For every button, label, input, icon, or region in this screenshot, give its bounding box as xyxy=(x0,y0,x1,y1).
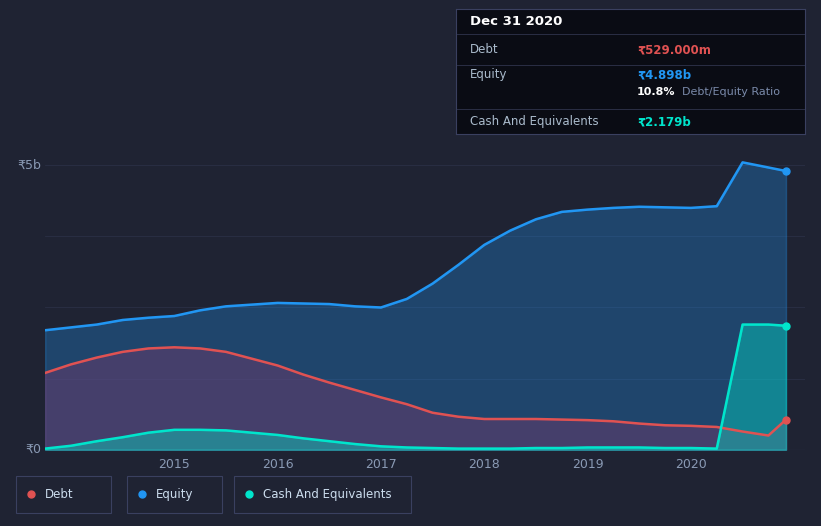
Text: Debt: Debt xyxy=(470,43,498,56)
Text: Cash And Equivalents: Cash And Equivalents xyxy=(470,115,599,128)
Text: ₹2.179b: ₹2.179b xyxy=(637,115,690,128)
Text: Cash And Equivalents: Cash And Equivalents xyxy=(263,488,392,501)
Text: Debt/Equity Ratio: Debt/Equity Ratio xyxy=(682,87,781,97)
Text: ₹0: ₹0 xyxy=(25,443,41,456)
Text: ₹4.898b: ₹4.898b xyxy=(637,68,691,81)
Text: Dec 31 2020: Dec 31 2020 xyxy=(470,15,562,28)
Text: Equity: Equity xyxy=(156,488,194,501)
Text: Debt: Debt xyxy=(45,488,74,501)
Text: ₹5b: ₹5b xyxy=(17,159,41,171)
Text: 10.8%: 10.8% xyxy=(637,87,676,97)
Text: ₹529.000m: ₹529.000m xyxy=(637,43,711,56)
Text: Equity: Equity xyxy=(470,68,507,81)
